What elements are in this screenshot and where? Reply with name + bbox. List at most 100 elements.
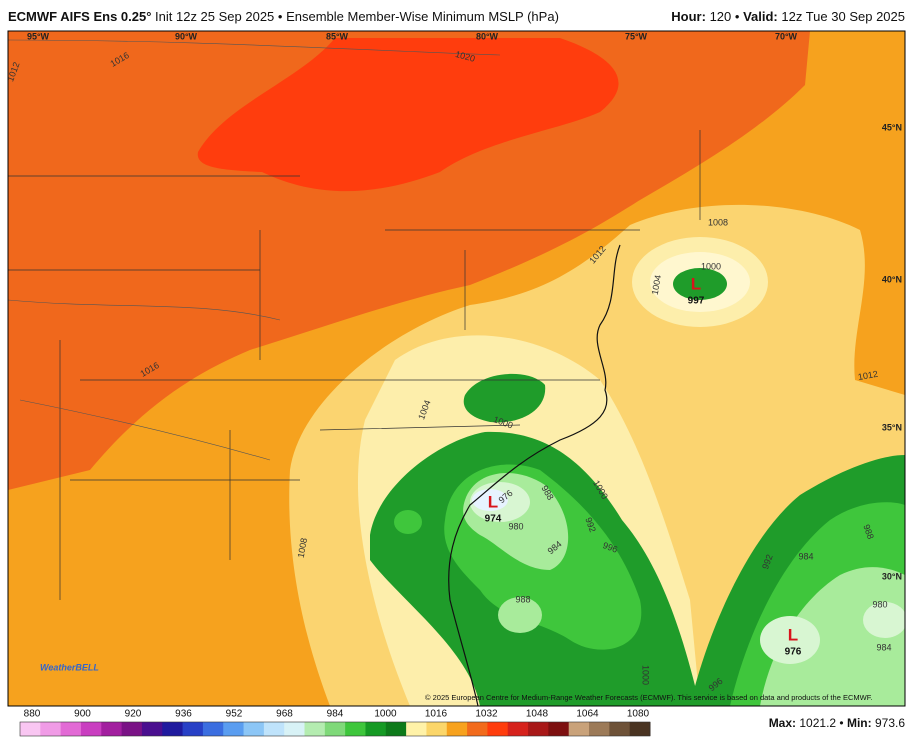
latitude-label: 35°N [882, 422, 902, 432]
field-976-se [472, 489, 508, 511]
colorbar-swatch [385, 722, 407, 736]
description: Init 12z 25 Sep 2025 • Ensemble Member-W… [155, 9, 559, 24]
colorbar-swatch [202, 722, 224, 736]
coastline [448, 244, 621, 706]
colorbar-label: 952 [226, 709, 243, 720]
contour-label: 1008 [296, 537, 309, 558]
map-frame [7, 30, 906, 707]
colorbar-swatch [629, 722, 651, 736]
separator: • [735, 9, 740, 24]
colorbar-swatch [609, 722, 631, 736]
contour-label: 992 [583, 516, 598, 534]
model-name: ECMWF AIFS Ens 0.25° [8, 9, 151, 24]
contour-label: 988 [515, 594, 530, 604]
colorbar-label: 968 [276, 709, 293, 720]
colorbar-swatch [20, 722, 41, 736]
colorbar-label: 1048 [526, 709, 549, 720]
colorbar-label: 1016 [425, 709, 448, 720]
contour-label: 1000 [641, 665, 651, 685]
colorbar-swatch [365, 722, 387, 736]
field-996-nc [463, 373, 546, 423]
low-value: 974 [485, 514, 502, 525]
contour-label: 1000 [701, 261, 721, 271]
contour-label: 1008 [708, 217, 728, 227]
longitude-label: 90°W [175, 31, 198, 41]
contour-label: 996 [601, 540, 619, 555]
colorbar-swatch [487, 722, 509, 736]
credit: © 2025 European Centre for Medium-Range … [425, 693, 873, 702]
colorbar-swatch [141, 722, 163, 736]
longitude-label: 80°W [476, 31, 499, 41]
colorbar-swatch [80, 722, 102, 736]
hour: 120 [710, 9, 732, 24]
colorbar-label: 984 [327, 709, 344, 720]
colorbar-swatch [121, 722, 143, 736]
contour-label: 1004 [650, 274, 663, 295]
colorbar-swatch [40, 722, 62, 736]
contour-label: 988 [861, 523, 876, 541]
state-borders [8, 130, 701, 600]
colorbar-label: 920 [125, 709, 142, 720]
contour-label: 980 [508, 521, 523, 531]
colorbar-swatch [406, 722, 427, 736]
colorbar-label: 880 [24, 709, 41, 720]
colorbar-swatch [60, 722, 82, 736]
colorbar-swatch [284, 722, 306, 736]
colorbar-swatch [304, 722, 326, 736]
valid-label: Valid: [743, 9, 778, 24]
colorbar-swatch [263, 722, 285, 736]
min-label: Min: [847, 716, 872, 730]
colorbar-label: 1064 [576, 709, 599, 720]
contour-lines [8, 39, 501, 461]
graticule-labels: 95°W 90°W 85°W 80°W 75°W 70°W 45°N 40°N 35°N 30°N [27, 31, 902, 581]
low-symbol: L [788, 625, 798, 644]
longitude-label: 70°W [775, 31, 798, 41]
stats: Max: 1021.2 • Min: 973.6 [769, 716, 906, 730]
min-value: 973.6 [875, 716, 905, 730]
colorbar-swatch [426, 722, 448, 736]
colorbar-label: 1032 [475, 709, 498, 720]
header-right: Hour: 120 • Valid: 12z Tue 30 Sep 2025 [671, 9, 905, 24]
field-984-east [760, 567, 905, 706]
logo: WeatherBELL [40, 662, 99, 672]
contour-label: 980 [872, 599, 887, 609]
colorbar-swatch [243, 722, 265, 736]
low-value: 976 [785, 647, 802, 658]
colorbar-frame [19, 721, 651, 737]
colorbar-label: 900 [74, 709, 91, 720]
colorbar-label: 1000 [374, 709, 397, 720]
colorbar-swatch [528, 722, 549, 736]
field-992-blob [394, 510, 422, 534]
colorbar-swatch [446, 722, 468, 736]
colorbar-swatch [345, 722, 366, 736]
latitude-label: 45°N [882, 122, 902, 132]
latitude-label: 30°N [882, 571, 902, 581]
hour-label: Hour: [671, 9, 706, 24]
colorbar: 880 900 920 936 952 968 984 1000 1016 1032 1048 106… [19, 709, 651, 737]
low-symbol: L [691, 274, 701, 293]
colorbar-swatch [507, 722, 529, 736]
contour-label: 1012 [857, 369, 878, 382]
colorbar-swatch [182, 722, 204, 736]
field-980-east [760, 616, 820, 664]
field-996-ne [673, 268, 727, 300]
field-1020 [197, 38, 619, 192]
colorbar-label: 1080 [627, 709, 650, 720]
field-988-blob [498, 597, 542, 633]
colorbar-swatch [548, 722, 570, 736]
max-label: Max: [769, 716, 796, 730]
colorbar-swatch [223, 722, 245, 736]
header-left: ECMWF AIFS Ens 0.25° Init 12z 25 Sep 202… [8, 9, 559, 24]
colorbar-swatch [589, 722, 610, 736]
valid-time: 12z Tue 30 Sep 2025 [781, 9, 905, 24]
colorbar-label: 936 [175, 709, 192, 720]
low-value: 997 [688, 296, 705, 307]
max-value: 1021.2 [799, 716, 836, 730]
colorbar-swatch [324, 722, 346, 736]
contour-label: 984 [798, 551, 813, 561]
colorbar-swatch [162, 722, 184, 736]
pressure-lows: L 997 L 974 L 976 [485, 274, 802, 657]
